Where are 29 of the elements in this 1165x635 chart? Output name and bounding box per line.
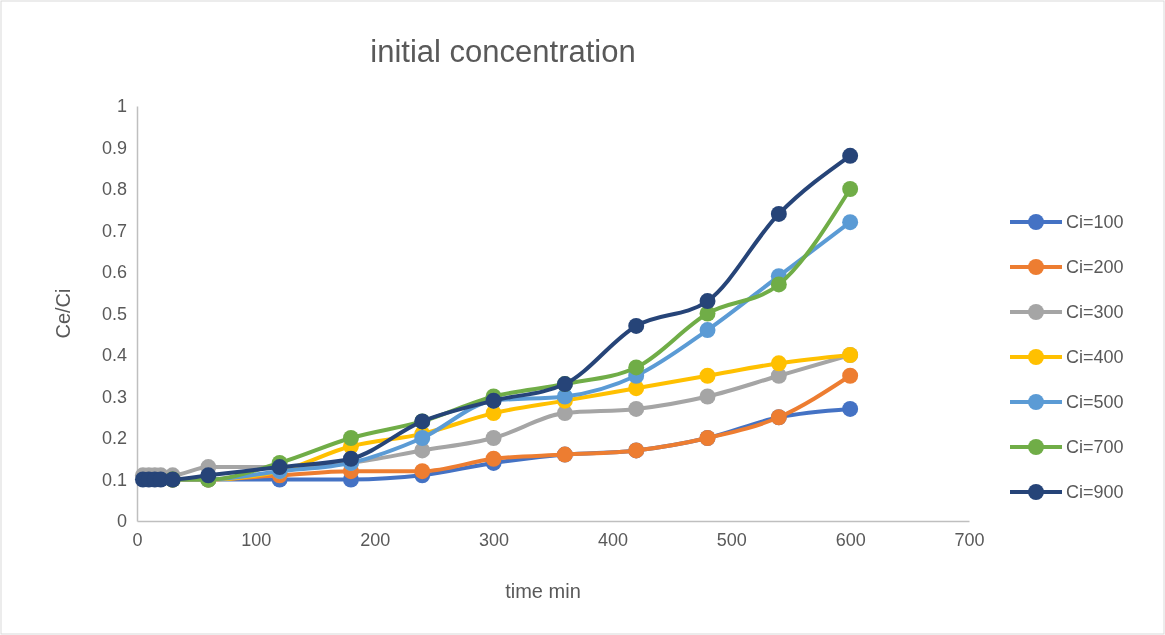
y-tick-label: 0.2 [101,428,127,449]
y-tick-label: 1 [116,96,127,117]
legend-label: Ci=100 [1066,212,1124,232]
y-tick-label: 0.1 [101,469,127,490]
x-tick-label: 200 [360,529,391,550]
legend-label: Ci=500 [1066,392,1124,412]
x-tick-label: 500 [716,529,747,550]
legend-label: Ci=700 [1066,437,1124,457]
legend-label: Ci=200 [1066,257,1124,277]
y-tick-label: 0.4 [101,345,127,366]
y-tick-label: 0.9 [101,137,127,158]
legend-label: Ci=300 [1066,302,1124,322]
y-tick-label: 0.5 [101,303,127,324]
y-tick-label: 0.3 [101,386,127,407]
chart-title: initial concentration [370,34,636,69]
y-tick-label: 0 [116,511,127,532]
x-tick-label: 300 [479,529,510,550]
x-tick-label: 0 [132,529,143,550]
y-tick-label: 0.7 [101,220,127,241]
x-tick-label: 600 [835,529,866,550]
y-tick-label: 0.6 [101,262,127,283]
legend-label: Ci=900 [1066,482,1124,502]
x-tick-label: 700 [954,529,985,550]
y-axis-title: Ce/Ci [52,288,74,339]
x-tick-label: 100 [241,529,272,550]
x-axis-title: time min [505,580,581,602]
legend-label: Ci=400 [1066,347,1124,367]
y-tick-label: 0.8 [101,179,127,200]
x-tick-label: 400 [597,529,628,550]
